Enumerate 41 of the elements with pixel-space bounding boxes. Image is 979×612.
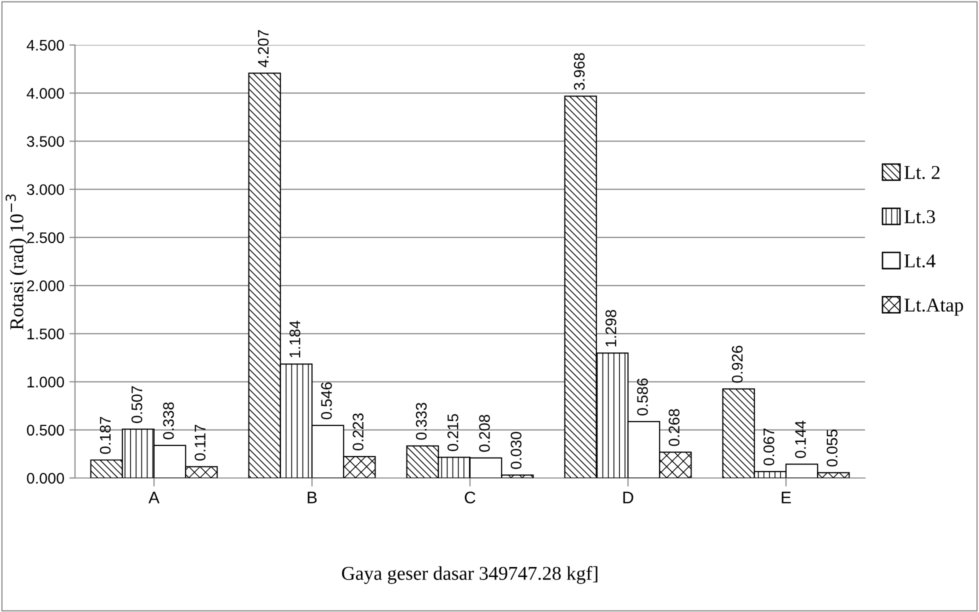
y-tick-label: 4.500 — [26, 40, 64, 51]
legend-label: Lt.3 — [904, 210, 935, 224]
y-tick-label: 3.000 — [26, 184, 64, 196]
x-axis-title: Gaya geser dasar 349747.28 kgf] — [342, 566, 598, 584]
data-label: 0.117 — [194, 424, 206, 461]
legend-label: Lt.Atap — [904, 298, 964, 316]
y-tick-label: 0.500 — [26, 424, 64, 436]
data-label: 0.338 — [163, 402, 174, 440]
x-tick-label: A — [148, 492, 160, 504]
x-tick-label: E — [782, 492, 791, 504]
data-label: 4.207 — [258, 30, 269, 68]
y-tick-label: 1.500 — [28, 328, 64, 340]
data-label: 0.507 — [131, 386, 142, 424]
data-label: 0.055 — [826, 430, 838, 467]
data-label: 3.968 — [574, 53, 585, 90]
data-label: 0.926 — [732, 346, 743, 383]
data-label: 0.546 — [321, 382, 332, 420]
data-label: 0.586 — [637, 378, 648, 416]
y-tick-label: 3.500 — [26, 136, 64, 147]
data-label: 0.208 — [479, 414, 490, 452]
data-label: 0.215 — [447, 414, 458, 452]
data-label: 0.144 — [795, 420, 806, 458]
x-tick-label: B — [308, 492, 317, 504]
data-label: 0.223 — [352, 413, 364, 450]
y-tick-label: 2.000 — [27, 280, 64, 292]
legend-label: Lt.4 — [904, 254, 936, 268]
x-tick-label: C — [464, 492, 476, 504]
data-label: 1.184 — [289, 320, 300, 358]
x-tick-label: D — [623, 492, 634, 504]
y-axis-title: Rotasi (rad) 10$^{−3}$ — [6, 194, 28, 330]
y-tick-label: 2.500 — [27, 232, 64, 244]
data-label: 0.067 — [763, 428, 774, 466]
data-label: 0.333 — [416, 402, 427, 440]
data-label: 0.187 — [100, 416, 111, 454]
data-label: 0.030 — [510, 432, 522, 469]
data-label: 0.268 — [668, 409, 680, 446]
legend-label: Lt. 2 — [904, 166, 940, 180]
y-tick-label: 1.000 — [28, 376, 64, 388]
y-tick-label: 4.000 — [26, 88, 64, 99]
data-label: 1.298 — [605, 310, 616, 346]
y-tick-label: 0.000 — [26, 472, 64, 484]
